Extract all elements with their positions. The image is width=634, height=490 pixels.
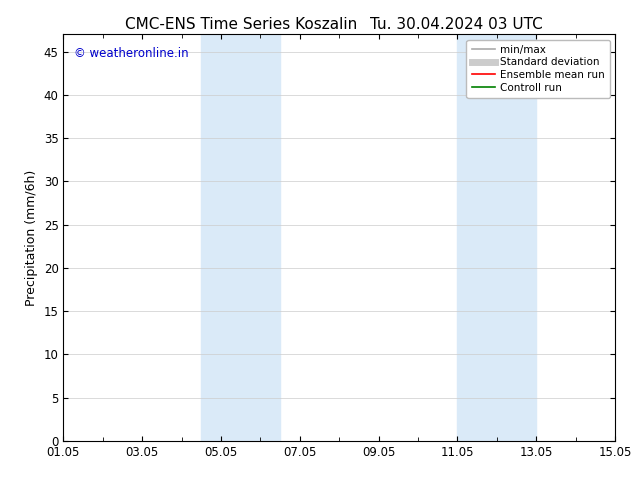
Text: © weatheronline.in: © weatheronline.in xyxy=(74,47,189,59)
Bar xyxy=(202,34,280,441)
Text: CMC-ENS Time Series Koszalin: CMC-ENS Time Series Koszalin xyxy=(125,17,357,32)
Text: Tu. 30.04.2024 03 UTC: Tu. 30.04.2024 03 UTC xyxy=(370,17,543,32)
Bar xyxy=(457,34,536,441)
Legend: min/max, Standard deviation, Ensemble mean run, Controll run: min/max, Standard deviation, Ensemble me… xyxy=(467,40,610,98)
Y-axis label: Precipitation (mm/6h): Precipitation (mm/6h) xyxy=(25,170,38,306)
